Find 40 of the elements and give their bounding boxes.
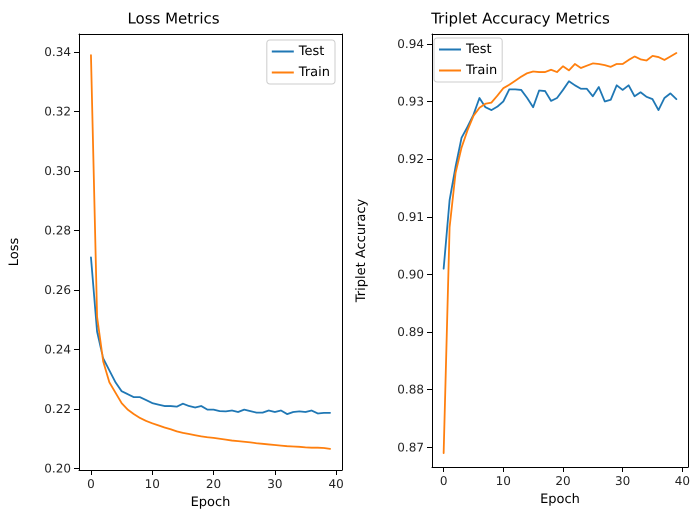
y-tick-label: 0.89 bbox=[397, 325, 424, 340]
x-tick-label: 30 bbox=[267, 477, 283, 491]
x-tick-label: 40 bbox=[328, 477, 344, 491]
y-tick-label: 0.28 bbox=[44, 224, 71, 238]
x-tick-label: 20 bbox=[206, 477, 222, 491]
legend-label: Train bbox=[298, 65, 330, 80]
x-tick-label: 40 bbox=[674, 474, 690, 488]
y-tick-label: 0.88 bbox=[397, 382, 424, 397]
y-axis-title: Loss bbox=[7, 238, 22, 266]
x-tick-label: 10 bbox=[144, 477, 160, 491]
line-series bbox=[90, 54, 331, 450]
x-axis-title: Epoch bbox=[540, 492, 580, 507]
y-tick-label: 0.22 bbox=[44, 402, 71, 416]
y-tick-label: 0.30 bbox=[44, 164, 71, 178]
y-tick-label: 0.90 bbox=[397, 267, 424, 282]
legend-label: Train bbox=[465, 63, 498, 78]
y-tick-label: 0.93 bbox=[397, 94, 424, 108]
y-tick-label: 0.26 bbox=[44, 283, 71, 298]
legend-label: Test bbox=[465, 42, 492, 57]
y-tick-label: 0.87 bbox=[397, 440, 424, 454]
chart-title: Triplet Accuracy Metrics bbox=[430, 10, 610, 28]
x-axis-title: Epoch bbox=[190, 495, 230, 510]
y-tick-label: 0.92 bbox=[397, 152, 424, 166]
y-tick-label: 0.32 bbox=[44, 104, 71, 119]
x-tick-label: 30 bbox=[615, 474, 630, 488]
x-tick-label: 10 bbox=[496, 474, 511, 488]
chart-title: Loss Metrics bbox=[127, 10, 220, 28]
y-axis-title: Triplet Accuracy bbox=[354, 198, 369, 304]
y-tick-label: 0.91 bbox=[397, 210, 424, 224]
legend-label: Test bbox=[298, 44, 324, 59]
line-series bbox=[442, 52, 678, 454]
y-tick-label: 0.34 bbox=[44, 45, 71, 60]
x-tick-label: 0 bbox=[87, 477, 95, 491]
y-tick-label: 0.20 bbox=[44, 462, 71, 476]
line-series bbox=[442, 80, 678, 270]
x-tick-label: 0 bbox=[440, 474, 448, 488]
y-tick-label: 0.94 bbox=[397, 36, 424, 51]
y-tick-label: 0.24 bbox=[44, 342, 71, 357]
line-series bbox=[90, 256, 331, 415]
x-tick-label: 20 bbox=[555, 474, 571, 488]
